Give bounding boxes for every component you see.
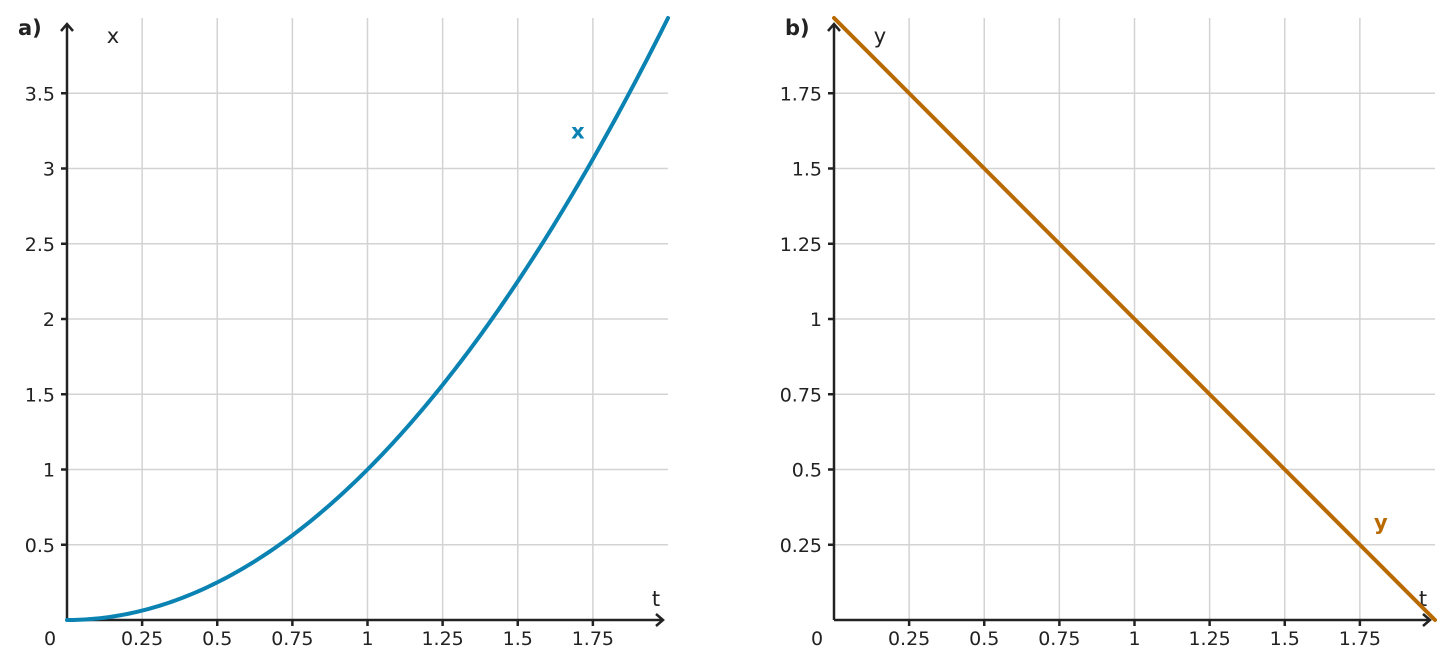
panel-a-series-line-x	[65, 16, 670, 622]
panel-b-x-tick-label-4: 1.25	[1188, 628, 1230, 650]
panel-b-x-tick-label-3: 1	[1128, 628, 1140, 650]
panel-b-series-label-y: y	[1374, 511, 1388, 535]
panel-a-y-tick-label-3: 2	[43, 309, 55, 331]
panel-a-y-tick-label-0: 0.5	[25, 535, 55, 557]
panel-b-x-tick-label-5: 1.5	[1270, 628, 1300, 650]
panel-b-y-tick-label-0: 0.25	[780, 535, 822, 557]
panel-a-x-tick-label-0: 0.25	[121, 628, 163, 650]
panel-b-y-tick-label-2: 0.75	[780, 384, 822, 406]
panel-b: 0.25 0.5 0.75 1 1.25 1.5 1.75 0.25 0.5 0.75 1 1.25 1…	[780, 16, 1437, 650]
panel-a-series-label-x: x	[571, 119, 585, 143]
panel-a-x-axis-arrow	[655, 613, 665, 627]
panel-a-x-tick-label-3: 1	[361, 628, 373, 650]
panel-b-x-tick-label-6: 1.75	[1339, 628, 1381, 650]
panel-b-x-tick-label-2: 0.75	[1038, 628, 1080, 650]
panel-b-y-tick-label-1: 0.5	[792, 460, 822, 482]
panel-a-y-tick-label-2: 1.5	[25, 384, 55, 406]
panel-b-y-tick-label-4: 1.25	[780, 234, 822, 256]
panel-b-x-axis-arrow	[1422, 613, 1432, 627]
panel-b-y-tick-label-3: 1	[810, 309, 822, 331]
panel-b-origin-label: 0	[811, 628, 823, 650]
panel-b-y-tick-label-5: 1.5	[792, 159, 822, 181]
panel-a-origin-label: 0	[44, 628, 56, 650]
panel-a-x-tick-label-1: 0.5	[202, 628, 232, 650]
panel-a-y-tick-label-1: 1	[43, 460, 55, 482]
panel-b-series-line-y	[832, 16, 1437, 622]
panel-b-panel-label: b)	[785, 16, 810, 40]
panel-a-panel-label: a)	[18, 16, 42, 40]
panel-b-x-tick-label-0: 0.25	[888, 628, 930, 650]
panel-a-y-tick-label-4: 2.5	[25, 234, 55, 256]
panel-a: 0.25 0.5 0.75 1 1.25 1.5 1.75 0.5 1 1.5 2 2.5 3 3.5 0 a…	[18, 16, 670, 650]
panel-a-x-axis-label: t	[652, 587, 660, 611]
panel-a-x-tick-label-2: 0.75	[271, 628, 313, 650]
panel-b-x-tick-label-1: 0.5	[969, 628, 999, 650]
panel-a-y-tick-label-5: 3	[43, 159, 55, 181]
panel-a-y-tick-label-6: 3.5	[25, 83, 55, 105]
panel-b-y-axis-arrow	[827, 22, 841, 32]
panel-b-x-axis-label: t	[1419, 587, 1427, 611]
panel-b-y-axis-label: y	[874, 24, 886, 48]
panel-a-y-axis-arrow	[60, 22, 74, 32]
panel-b-y-tick-label-6: 1.75	[780, 83, 822, 105]
panel-a-x-tick-label-4: 1.25	[421, 628, 463, 650]
panel-a-x-tick-label-6: 1.75	[572, 628, 614, 650]
panel-a-x-tick-label-5: 1.5	[503, 628, 533, 650]
panel-a-y-axis-label: x	[107, 24, 119, 48]
